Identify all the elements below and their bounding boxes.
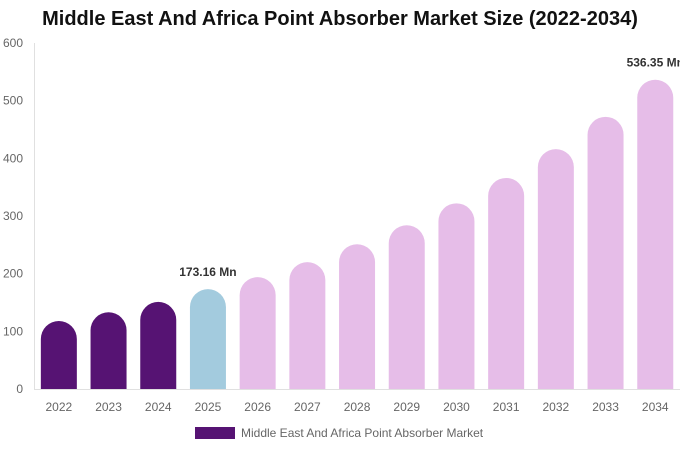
- legend-swatch: [195, 427, 235, 439]
- y-tick-label: 0: [16, 382, 23, 396]
- bar-2022: [40, 320, 77, 389]
- y-tick-label: 100: [3, 324, 23, 338]
- x-tick-label: 2027: [294, 400, 321, 414]
- bar-2033: [587, 116, 624, 389]
- y-tick-label: 300: [3, 209, 23, 223]
- x-tick-label: 2029: [393, 400, 420, 414]
- legend-label: Middle East And Africa Point Absorber Ma…: [241, 426, 484, 440]
- x-tick-label: 2022: [45, 400, 72, 414]
- data-label-2034: 536.35 Mn: [627, 56, 680, 70]
- x-tick-label: 2034: [642, 400, 669, 414]
- y-tick-label: 500: [3, 94, 23, 108]
- y-tick-label: 600: [3, 36, 23, 50]
- bar-2028: [339, 244, 376, 389]
- bar-2027: [289, 262, 326, 389]
- bar-2032: [537, 149, 574, 389]
- x-tick-label: 2033: [592, 400, 619, 414]
- x-tick-label: 2032: [542, 400, 569, 414]
- x-tick-label: 2023: [95, 400, 122, 414]
- bar-2031: [488, 177, 525, 389]
- y-tick-label: 400: [3, 151, 23, 165]
- bar-2030: [438, 203, 475, 389]
- bar-2025: [189, 289, 226, 389]
- x-tick-label: 2030: [443, 400, 470, 414]
- y-tick-label: 200: [3, 267, 23, 281]
- chart-title: Middle East And Africa Point Absorber Ma…: [42, 8, 638, 30]
- x-tick-label: 2025: [195, 400, 222, 414]
- x-tick-label: 2026: [244, 400, 271, 414]
- x-tick-label: 2028: [344, 400, 371, 414]
- bar-2026: [239, 277, 276, 389]
- x-tick-label: 2031: [493, 400, 520, 414]
- bar-2023: [90, 312, 127, 389]
- bar-2024: [140, 301, 177, 389]
- bar-2029: [388, 225, 425, 389]
- legend: Middle East And Africa Point Absorber Ma…: [195, 426, 483, 440]
- data-label-2025: 173.16 Mn: [179, 265, 236, 279]
- x-tick-label: 2024: [145, 400, 172, 414]
- bar-2034: [637, 79, 674, 389]
